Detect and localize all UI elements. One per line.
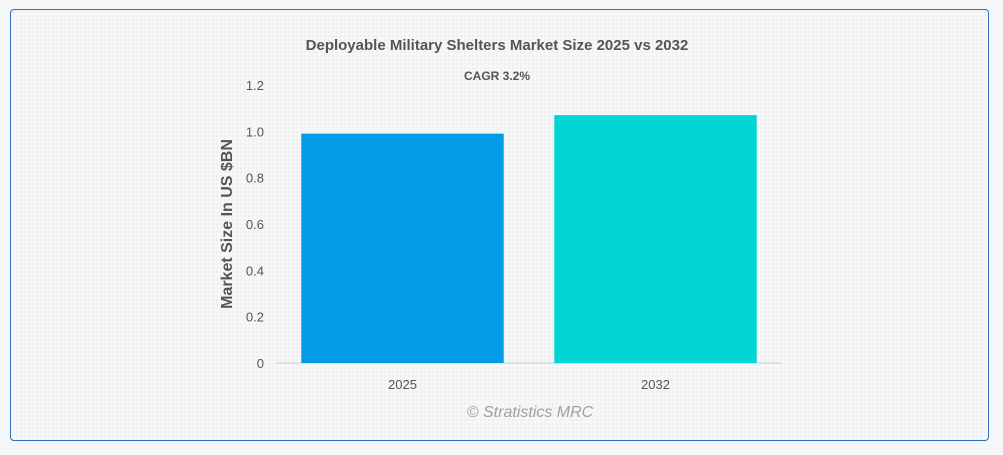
y-tick-label: 0: [257, 356, 264, 371]
bar-2025[interactable]: [301, 133, 504, 363]
credit-text: © Stratistics MRC: [467, 404, 594, 421]
x-tick-label: 2032: [641, 377, 670, 392]
y-axis-label: Market Size In US $BN: [219, 139, 236, 309]
y-tick-label: 0.8: [246, 171, 264, 186]
x-tick-label: 2025: [388, 377, 417, 392]
y-tick-label: 1.0: [246, 124, 264, 139]
bar-2032[interactable]: [554, 115, 757, 363]
bars-group: [301, 115, 757, 363]
chart-subtitle: CAGR 3.2%: [464, 69, 530, 83]
y-tick-label: 1.2: [246, 78, 264, 93]
y-tick-label: 0.6: [246, 217, 264, 232]
chart-title: Deployable Military Shelters Market Size…: [306, 37, 689, 54]
y-axis-ticks: 0 0.2 0.4 0.6 0.8 1.0 1.2: [246, 78, 264, 371]
y-tick-label: 0.4: [246, 263, 264, 278]
y-tick-label: 0.2: [246, 310, 264, 325]
x-axis-ticks: 2025 2032: [388, 377, 670, 392]
